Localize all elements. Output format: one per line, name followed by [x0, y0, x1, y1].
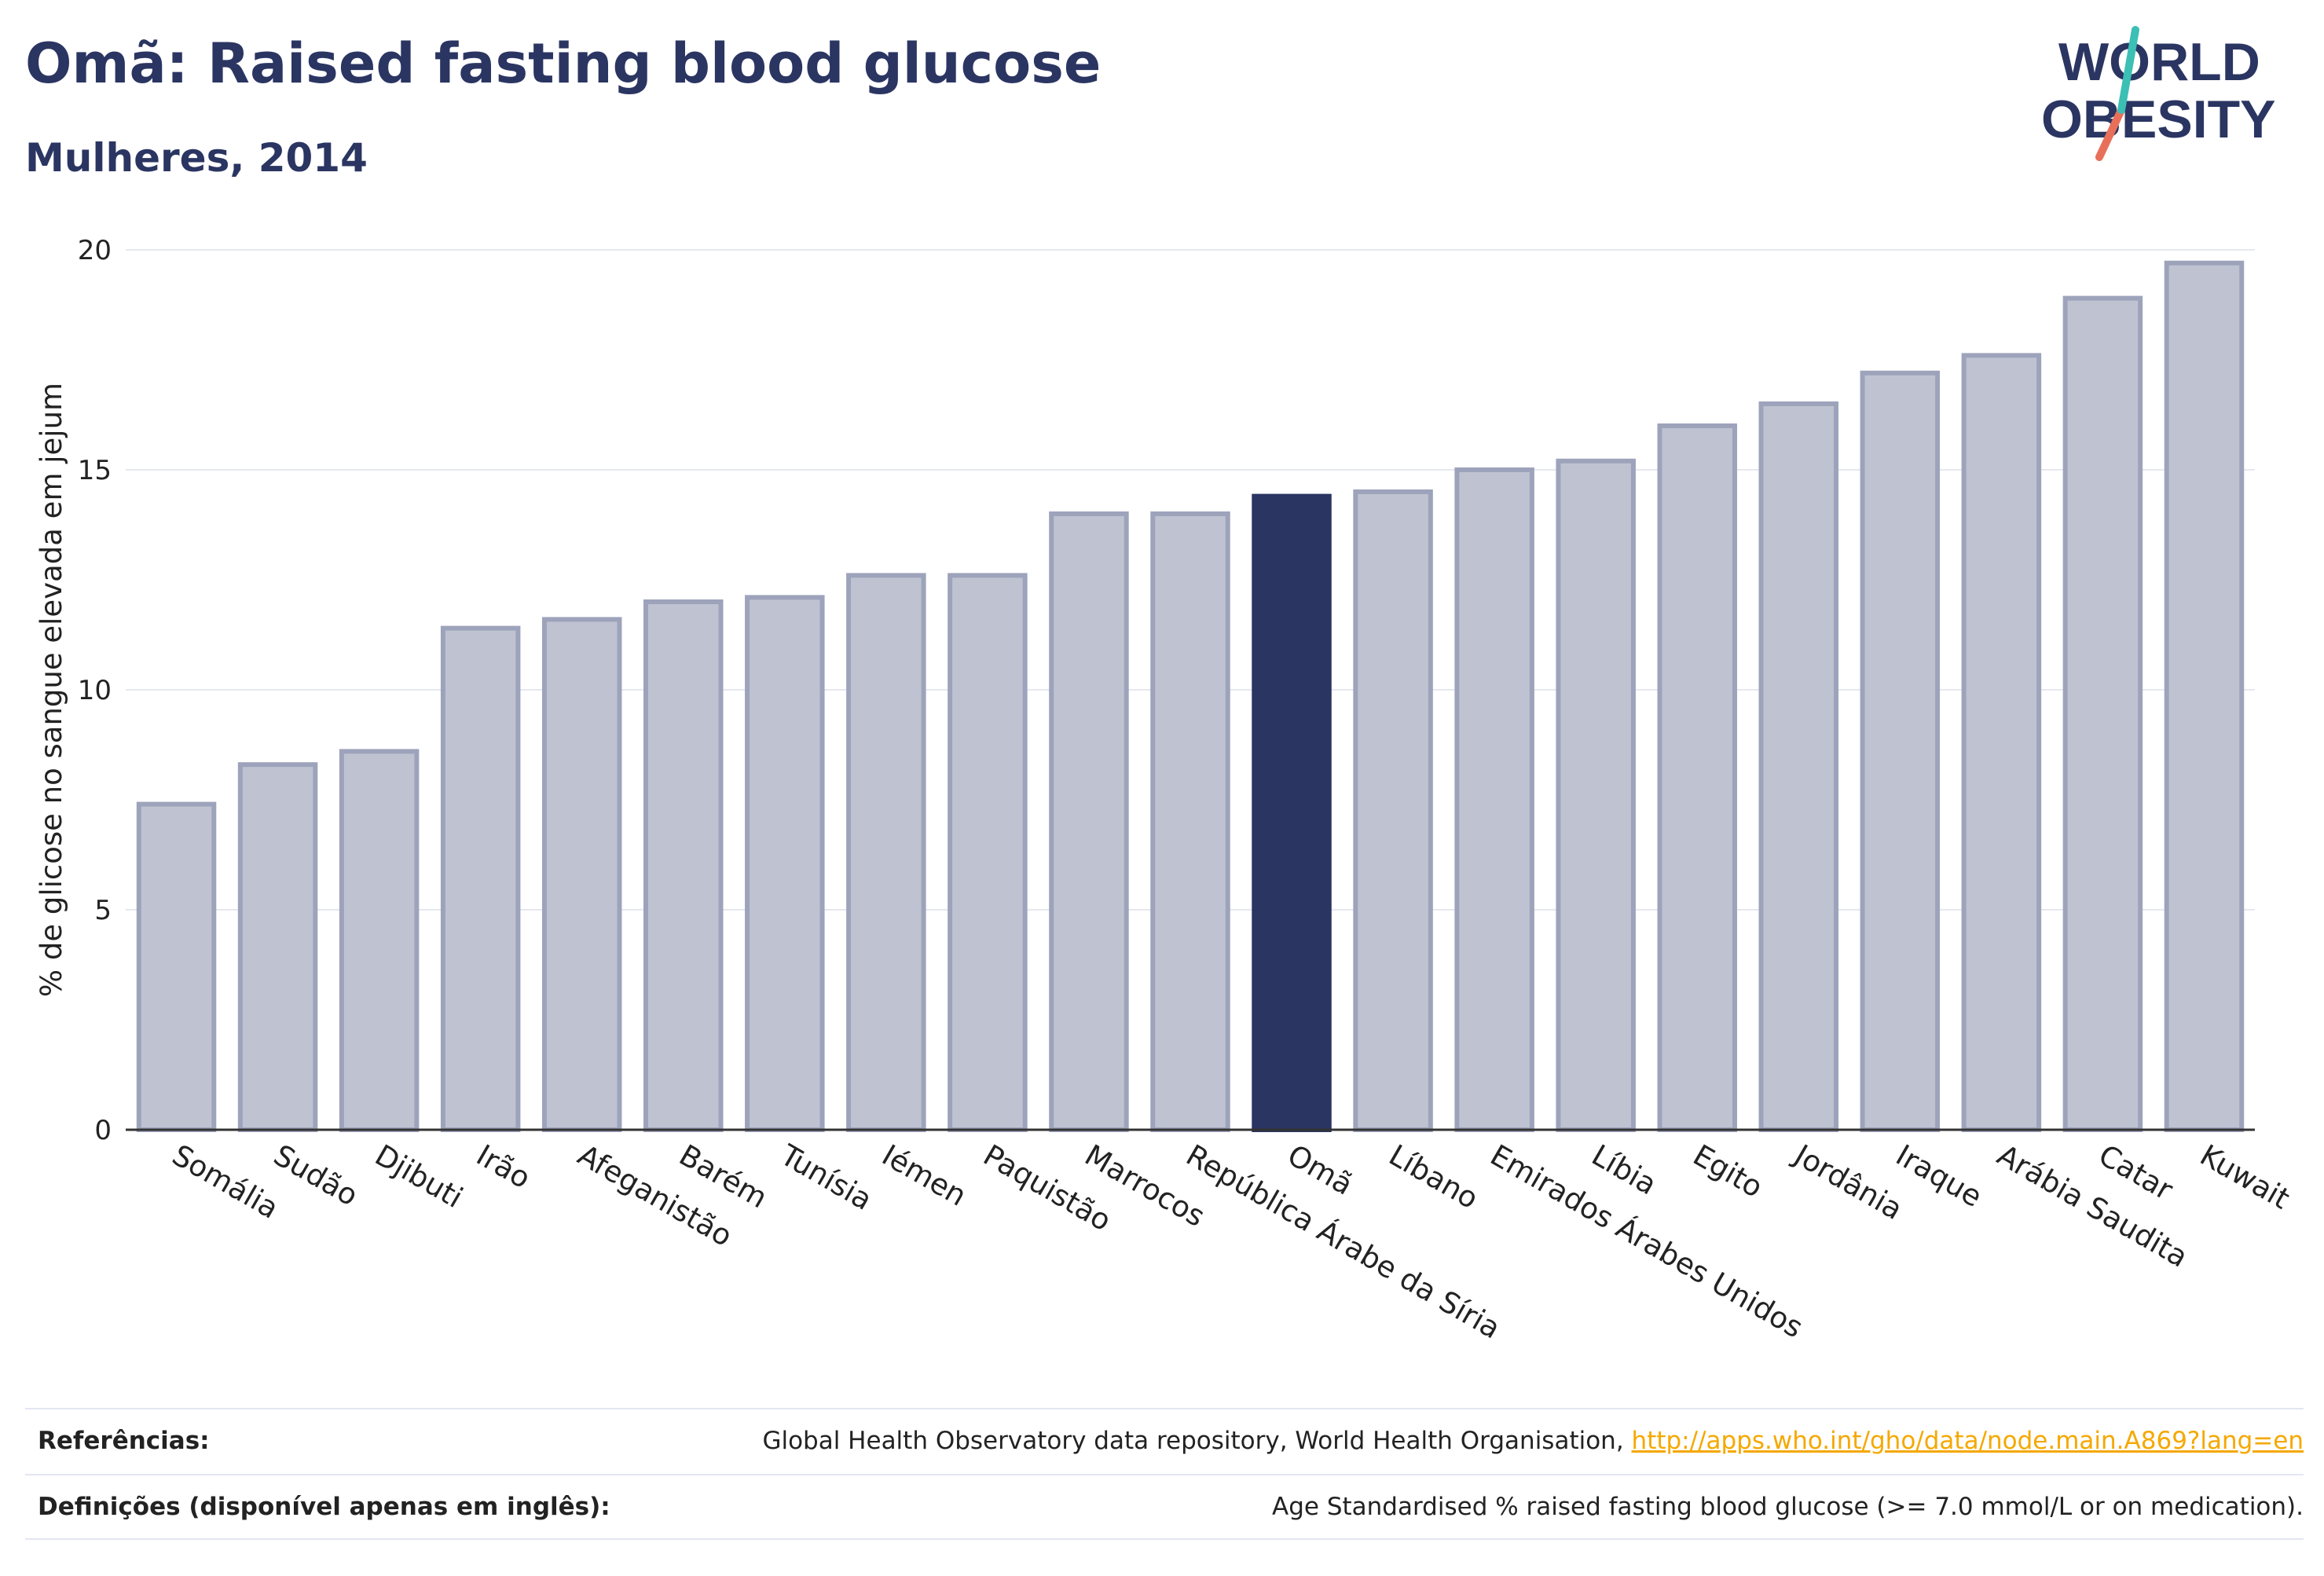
bar: [136, 801, 217, 1132]
x-tick-label: Tunísia: [774, 1138, 878, 1217]
y-tick-label: 20: [78, 235, 112, 266]
bar: [339, 749, 420, 1133]
x-tick-label: Kuwait: [2194, 1138, 2296, 1216]
x-tick-label: Egito: [1688, 1138, 1769, 1204]
bar: [1556, 458, 1636, 1132]
x-tick-label: Iémen: [876, 1138, 972, 1213]
bar: [1657, 423, 1737, 1132]
definitions-row: Definições (disponível apenas em inglês)…: [25, 1493, 2304, 1524]
x-tick-label: Líbia: [1586, 1138, 1662, 1202]
y-tick-label: 15: [78, 455, 112, 486]
bar: [1758, 401, 1839, 1132]
bar: [948, 573, 1028, 1132]
logo-slash-coral: [2095, 106, 2125, 161]
references-text: Global Health Observatory data repositor…: [762, 1427, 1632, 1455]
footer-divider-top: [25, 1408, 2304, 1409]
y-axis-title: % de glicose no sangue elevada em jejum: [35, 383, 68, 997]
y-tick-label: 10: [78, 675, 112, 706]
bar: [846, 573, 926, 1132]
bar: [1454, 467, 1534, 1132]
bar: [2164, 260, 2245, 1132]
references-row: Referências: Global Health Observatory d…: [25, 1427, 2304, 1458]
bar: [440, 625, 521, 1132]
logo-slash-teal: [2117, 26, 2139, 114]
bar: [1049, 511, 1129, 1132]
x-tick-label: Djibuti: [369, 1138, 468, 1215]
bar-chart: 0 5 10 15 20 % de glicose no sangue elevada e…: [35, 235, 2296, 1346]
bar: [1150, 511, 1230, 1132]
bar: [237, 762, 318, 1132]
x-tick-label: Líbano: [1384, 1138, 1484, 1216]
footer-divider-bottom: [25, 1538, 2304, 1540]
bar: [2062, 295, 2143, 1133]
bar: [745, 595, 825, 1132]
references-label: Referências:: [38, 1427, 210, 1455]
x-tick-label: Jordânia: [1787, 1138, 1908, 1227]
x-tick-label: Omã: [1282, 1138, 1359, 1202]
bar: [643, 599, 724, 1132]
logo-word-obesity: OBESITY: [2041, 90, 2276, 149]
page-title: Omã: Raised fasting blood glucose: [25, 31, 1102, 96]
bar: [1353, 489, 1433, 1132]
x-tick-label: Arábia Saudita: [1992, 1138, 2194, 1274]
x-tick-label: Irão: [471, 1138, 536, 1196]
footer-divider-middle: [25, 1474, 2304, 1475]
logo-word-world: WORLD: [2058, 32, 2260, 92]
bar: [1860, 370, 1941, 1132]
world-obesity-logo: WORLD OBESITY: [2041, 26, 2276, 161]
x-tick-label: Somália: [167, 1138, 284, 1226]
bar: [541, 617, 622, 1132]
y-tick-label: 5: [94, 895, 112, 926]
x-tick-label: Sudão: [268, 1138, 364, 1213]
references-link[interactable]: http://apps.who.int/gho/data/node.main.A…: [1631, 1427, 2304, 1455]
definitions-label: Definições (disponível apenas em inglês)…: [38, 1493, 610, 1521]
page-subtitle: Mulheres, 2014: [25, 135, 368, 181]
bar: [1252, 493, 1332, 1132]
definitions-value: Age Standardised % raised fasting blood …: [1272, 1493, 2304, 1521]
bar: [1961, 353, 2042, 1132]
y-tick-label: 0: [94, 1115, 112, 1146]
references-value: Global Health Observatory data repositor…: [762, 1427, 2304, 1455]
